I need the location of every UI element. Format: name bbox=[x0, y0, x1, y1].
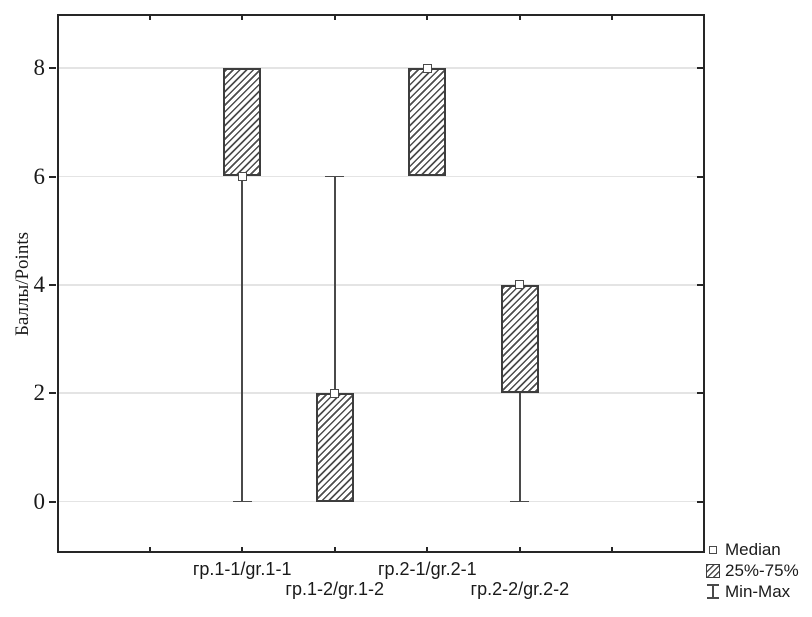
box-25-75-1 bbox=[223, 68, 262, 177]
x-tick-bottom-3 bbox=[333, 547, 336, 553]
legend-item-median: Median bbox=[701, 539, 799, 560]
median-marker-2 bbox=[330, 388, 340, 398]
legend-label-25-75: 25%-75% bbox=[725, 560, 799, 580]
whisker-line-min bbox=[519, 393, 521, 502]
box-25-75-3 bbox=[408, 68, 447, 177]
y-tick-left-8 bbox=[49, 67, 56, 70]
y-tick-left-0 bbox=[49, 500, 56, 503]
y-tick-left-6 bbox=[49, 175, 56, 178]
x-tick-top-2 bbox=[241, 14, 244, 20]
legend: Median 25%-75% Min-Max bbox=[701, 539, 799, 602]
y-tick-right-2 bbox=[697, 392, 704, 395]
y-tick-right-6 bbox=[697, 175, 704, 178]
gridline-y-0 bbox=[57, 500, 705, 503]
median-marker-icon bbox=[709, 545, 717, 554]
y-tick-left-2 bbox=[49, 392, 56, 395]
gridline-y-4 bbox=[57, 284, 705, 286]
legend-item-minmax: Min-Max bbox=[701, 581, 799, 602]
legend-label-minmax: Min-Max bbox=[725, 581, 791, 601]
y-tick-right-4 bbox=[697, 283, 704, 286]
x-tick-bottom-2 bbox=[241, 547, 244, 553]
y-tick-label-0: 0 bbox=[33, 488, 46, 514]
y-tick-label-6: 6 bbox=[33, 163, 46, 189]
box-25-75-2 bbox=[315, 393, 354, 502]
gridline-y-6 bbox=[57, 175, 705, 178]
x-category-label-3: гр.2-1/gr.2-1 bbox=[377, 559, 477, 579]
x-tick-top-5 bbox=[518, 14, 521, 20]
median-marker-1 bbox=[237, 172, 247, 181]
gridline-y-2 bbox=[57, 392, 705, 394]
whisker-line-min bbox=[241, 176, 243, 502]
x-tick-top-6 bbox=[611, 14, 614, 20]
whisker-cap-min bbox=[510, 500, 530, 503]
legend-label-median: Median bbox=[725, 539, 781, 559]
x-tick-top-1 bbox=[148, 14, 151, 20]
x-category-label-1: гр.1-1/gr.1-1 bbox=[192, 559, 292, 579]
y-tick-label-8: 8 bbox=[33, 55, 46, 81]
x-tick-bottom-6 bbox=[611, 547, 614, 553]
x-tick-bottom-1 bbox=[148, 547, 151, 553]
x-category-label-4: гр.2-2/gr.2-2 bbox=[470, 579, 570, 599]
gridline-y-8 bbox=[57, 67, 705, 69]
box-25-75-4 bbox=[500, 284, 539, 394]
median-marker-3 bbox=[422, 63, 432, 73]
y-tick-left-4 bbox=[49, 283, 56, 286]
x-tick-bottom-5 bbox=[518, 547, 521, 553]
median-marker-4 bbox=[515, 280, 525, 290]
x-tick-top-3 bbox=[333, 14, 336, 20]
y-tick-right-0 bbox=[697, 500, 704, 503]
legend-item-25-75: 25%-75% bbox=[701, 560, 799, 581]
x-category-label-2: гр.1-2/gr.1-2 bbox=[285, 579, 385, 599]
whisker-cap-max bbox=[325, 175, 345, 178]
y-tick-label-4: 4 bbox=[33, 271, 46, 297]
plot-area bbox=[49, 14, 705, 553]
y-tick-right-8 bbox=[697, 67, 704, 70]
hatched-box-icon bbox=[706, 563, 720, 578]
whisker-line-max bbox=[333, 176, 336, 394]
y-tick-label-2: 2 bbox=[33, 380, 46, 406]
whisker-cap-min bbox=[232, 500, 252, 503]
x-tick-bottom-4 bbox=[426, 547, 429, 553]
min-max-whisker-icon bbox=[707, 584, 719, 599]
x-tick-top-4 bbox=[426, 14, 429, 20]
